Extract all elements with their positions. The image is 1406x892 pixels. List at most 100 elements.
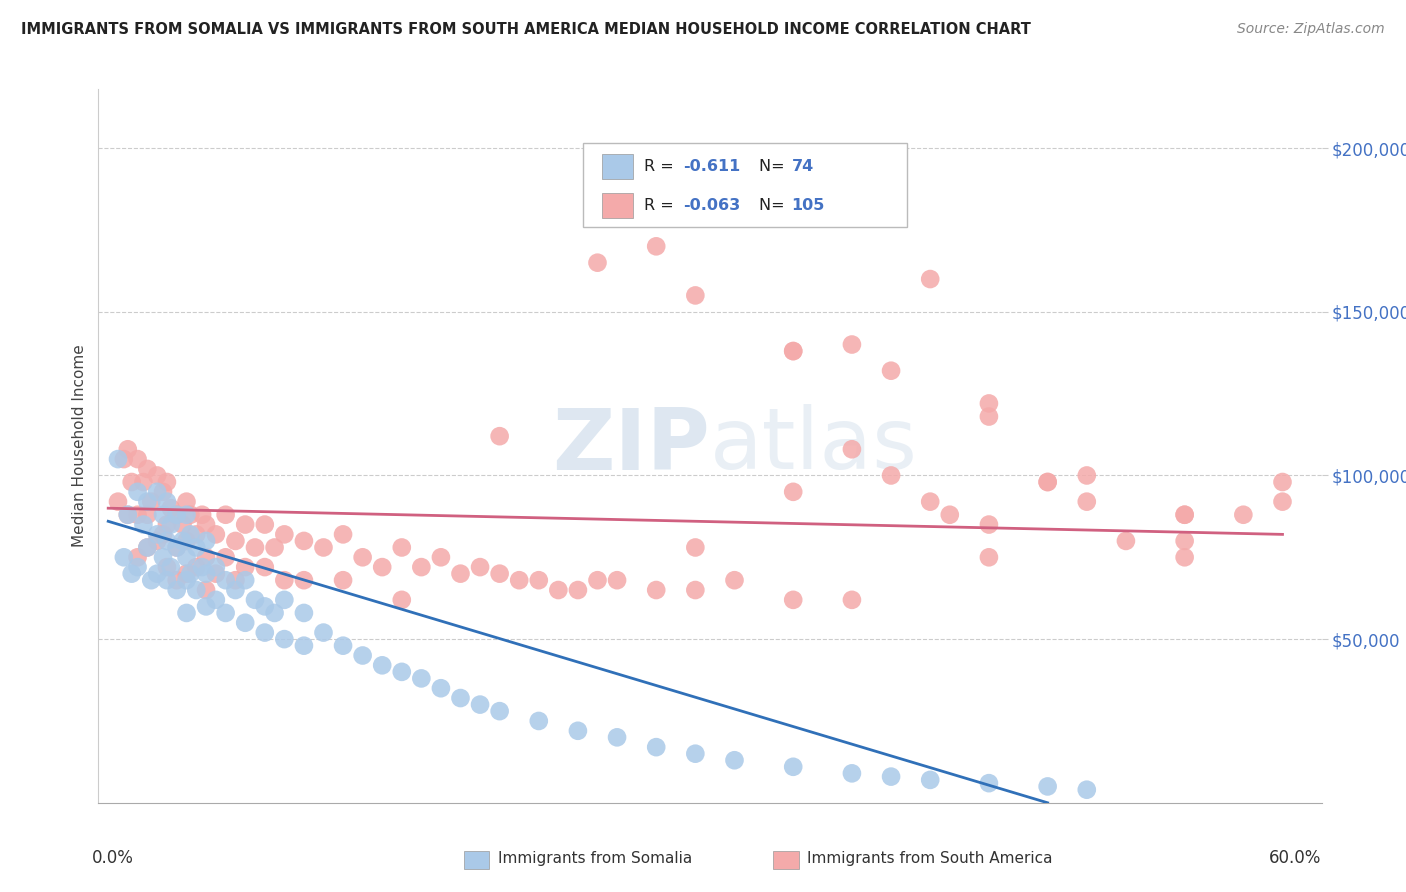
Point bbox=[214, 550, 236, 565]
Point bbox=[191, 508, 214, 522]
Point bbox=[166, 582, 188, 597]
Point bbox=[127, 452, 149, 467]
Point bbox=[132, 475, 155, 489]
Point bbox=[920, 494, 942, 508]
Point bbox=[253, 517, 276, 532]
Point bbox=[488, 429, 510, 443]
Point bbox=[179, 527, 201, 541]
Point bbox=[205, 527, 228, 541]
Point bbox=[172, 533, 194, 548]
Point bbox=[214, 573, 236, 587]
Point bbox=[468, 560, 491, 574]
Point bbox=[253, 625, 276, 640]
Point bbox=[166, 541, 188, 555]
Point bbox=[160, 517, 183, 532]
Point bbox=[186, 527, 208, 541]
Point bbox=[292, 606, 315, 620]
Point bbox=[179, 566, 201, 581]
Point bbox=[1076, 494, 1098, 508]
Point bbox=[411, 672, 433, 686]
Point bbox=[195, 550, 218, 565]
Point bbox=[136, 494, 159, 508]
Point bbox=[117, 442, 139, 457]
Point bbox=[107, 452, 129, 467]
Text: 105: 105 bbox=[792, 198, 825, 212]
Point bbox=[606, 573, 628, 587]
Point bbox=[371, 658, 394, 673]
Point bbox=[977, 550, 1000, 565]
Point bbox=[508, 573, 530, 587]
Point bbox=[645, 239, 668, 253]
Point bbox=[195, 566, 218, 581]
Point bbox=[186, 582, 208, 597]
Point bbox=[146, 484, 169, 499]
Point bbox=[224, 573, 246, 587]
Point bbox=[186, 560, 208, 574]
Point bbox=[547, 582, 569, 597]
Point bbox=[195, 582, 218, 597]
Point bbox=[117, 508, 139, 522]
Point bbox=[1232, 508, 1254, 522]
Point bbox=[685, 747, 707, 761]
Point bbox=[1036, 475, 1059, 489]
Point bbox=[606, 731, 628, 745]
Point bbox=[127, 508, 149, 522]
Point bbox=[243, 592, 266, 607]
Point bbox=[127, 550, 149, 565]
Point bbox=[263, 606, 285, 620]
Point bbox=[782, 592, 804, 607]
Point bbox=[176, 494, 198, 508]
Point bbox=[450, 566, 472, 581]
Point bbox=[292, 573, 315, 587]
Point bbox=[146, 566, 169, 581]
Point bbox=[430, 550, 453, 565]
Point bbox=[1036, 780, 1059, 794]
Point bbox=[141, 573, 163, 587]
Point bbox=[567, 582, 589, 597]
Point bbox=[332, 639, 354, 653]
Point bbox=[195, 599, 218, 614]
Point bbox=[152, 484, 174, 499]
Text: Immigrants from Somalia: Immigrants from Somalia bbox=[498, 852, 692, 866]
Point bbox=[121, 475, 143, 489]
Point bbox=[132, 517, 155, 532]
Point bbox=[645, 582, 668, 597]
Point bbox=[1174, 550, 1197, 565]
Point bbox=[352, 648, 374, 663]
Point bbox=[156, 533, 179, 548]
Text: Source: ZipAtlas.com: Source: ZipAtlas.com bbox=[1237, 22, 1385, 37]
Point bbox=[152, 508, 174, 522]
Point bbox=[1076, 782, 1098, 797]
Text: Immigrants from South America: Immigrants from South America bbox=[807, 852, 1053, 866]
Text: -0.611: -0.611 bbox=[683, 160, 741, 174]
Point bbox=[391, 665, 413, 679]
Point bbox=[312, 625, 335, 640]
Point bbox=[107, 494, 129, 508]
Point bbox=[332, 573, 354, 587]
Point bbox=[146, 533, 169, 548]
Point bbox=[233, 573, 256, 587]
Point bbox=[332, 527, 354, 541]
Point bbox=[136, 508, 159, 522]
Point bbox=[136, 541, 159, 555]
Point bbox=[841, 592, 863, 607]
Point bbox=[253, 560, 276, 574]
Point bbox=[1076, 468, 1098, 483]
Point bbox=[1174, 508, 1197, 522]
Point bbox=[880, 468, 903, 483]
Point bbox=[977, 517, 1000, 532]
Text: R =: R = bbox=[644, 160, 679, 174]
Point bbox=[411, 560, 433, 574]
Point bbox=[176, 606, 198, 620]
Point bbox=[121, 566, 143, 581]
Point bbox=[488, 566, 510, 581]
Point bbox=[127, 484, 149, 499]
Point bbox=[391, 592, 413, 607]
Point bbox=[156, 475, 179, 489]
Point bbox=[292, 639, 315, 653]
Point bbox=[977, 396, 1000, 410]
Text: N=: N= bbox=[759, 160, 790, 174]
Point bbox=[841, 766, 863, 780]
Point bbox=[450, 691, 472, 706]
Point bbox=[263, 541, 285, 555]
